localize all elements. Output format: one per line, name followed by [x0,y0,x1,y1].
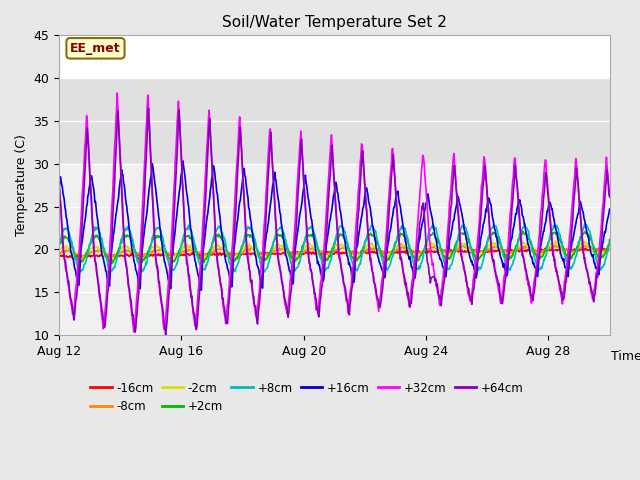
+2cm [285,250,293,255]
+2cm [368,233,376,239]
-8cm [55,251,63,257]
+32cm [186,287,194,292]
-16cm [76,253,83,259]
Line: +8cm: +8cm [59,223,610,272]
+8cm [500,255,508,261]
+32cm [130,329,138,335]
Legend: -16cm, -8cm, -2cm, +2cm, +8cm, +16cm, +32cm, +64cm: -16cm, -8cm, -2cm, +2cm, +8cm, +16cm, +3… [86,377,528,418]
Line: +16cm: +16cm [59,161,610,290]
X-axis label: Time: Time [611,350,640,363]
+8cm [521,220,529,226]
-8cm [500,249,508,255]
-2cm [500,252,508,258]
-8cm [256,251,264,256]
-2cm [368,240,376,246]
Line: +2cm: +2cm [59,231,610,263]
+8cm [256,259,264,264]
+16cm [186,211,193,216]
-8cm [186,247,193,253]
Text: EE_met: EE_met [70,42,121,55]
Line: +32cm: +32cm [59,93,610,332]
+64cm [186,281,194,287]
+2cm [256,254,264,260]
-8cm [586,242,593,248]
+64cm [162,332,170,338]
-2cm [285,252,293,258]
+32cm [369,268,376,274]
-16cm [368,250,376,255]
+2cm [606,237,614,242]
-2cm [606,244,614,250]
+32cm [257,269,264,275]
+8cm [285,253,293,259]
+64cm [55,182,63,188]
-2cm [75,256,83,262]
+8cm [606,240,614,246]
+32cm [113,90,121,96]
-2cm [256,254,264,260]
-8cm [606,245,614,251]
-16cm [256,251,264,257]
+64cm [369,269,376,275]
+8cm [55,241,63,247]
-2cm [186,244,193,250]
+2cm [55,243,63,249]
-8cm [108,254,115,260]
+2cm [75,257,83,263]
-8cm [285,249,293,255]
Y-axis label: Temperature (C): Temperature (C) [15,134,28,236]
+32cm [606,192,614,197]
Title: Soil/Water Temperature Set 2: Soil/Water Temperature Set 2 [222,15,447,30]
+2cm [186,233,193,239]
-16cm [55,253,63,259]
+16cm [257,276,264,281]
Line: -2cm: -2cm [59,241,610,262]
Line: +64cm: +64cm [59,108,610,335]
+64cm [145,105,152,111]
+8cm [368,223,376,229]
+16cm [606,206,614,212]
+32cm [501,271,509,276]
+64cm [501,278,509,284]
+16cm [55,185,63,191]
-2cm [55,247,63,253]
+64cm [606,194,614,200]
+16cm [286,268,294,274]
-2cm [552,238,559,244]
-16cm [596,245,604,251]
+2cm [519,228,527,234]
-8cm [75,252,83,258]
+16cm [198,287,205,293]
-8cm [368,246,376,252]
+8cm [185,222,193,228]
+32cm [286,278,294,284]
Line: -16cm: -16cm [59,248,610,257]
Line: -8cm: -8cm [59,245,610,257]
+64cm [257,284,264,289]
Bar [59,164,610,335]
Bar [59,78,610,164]
+8cm [75,265,83,271]
-16cm [285,250,293,255]
+2cm [500,250,508,255]
-2cm [106,259,114,264]
+8cm [230,269,237,275]
+16cm [179,158,187,164]
+32cm [55,177,63,183]
+16cm [501,266,509,272]
+16cm [369,223,376,228]
+16cm [75,282,83,288]
+32cm [75,251,83,257]
-16cm [186,252,193,258]
-16cm [606,245,614,251]
-16cm [63,254,71,260]
+2cm [108,260,116,266]
+64cm [75,265,83,271]
+64cm [286,296,294,301]
-16cm [500,247,508,253]
